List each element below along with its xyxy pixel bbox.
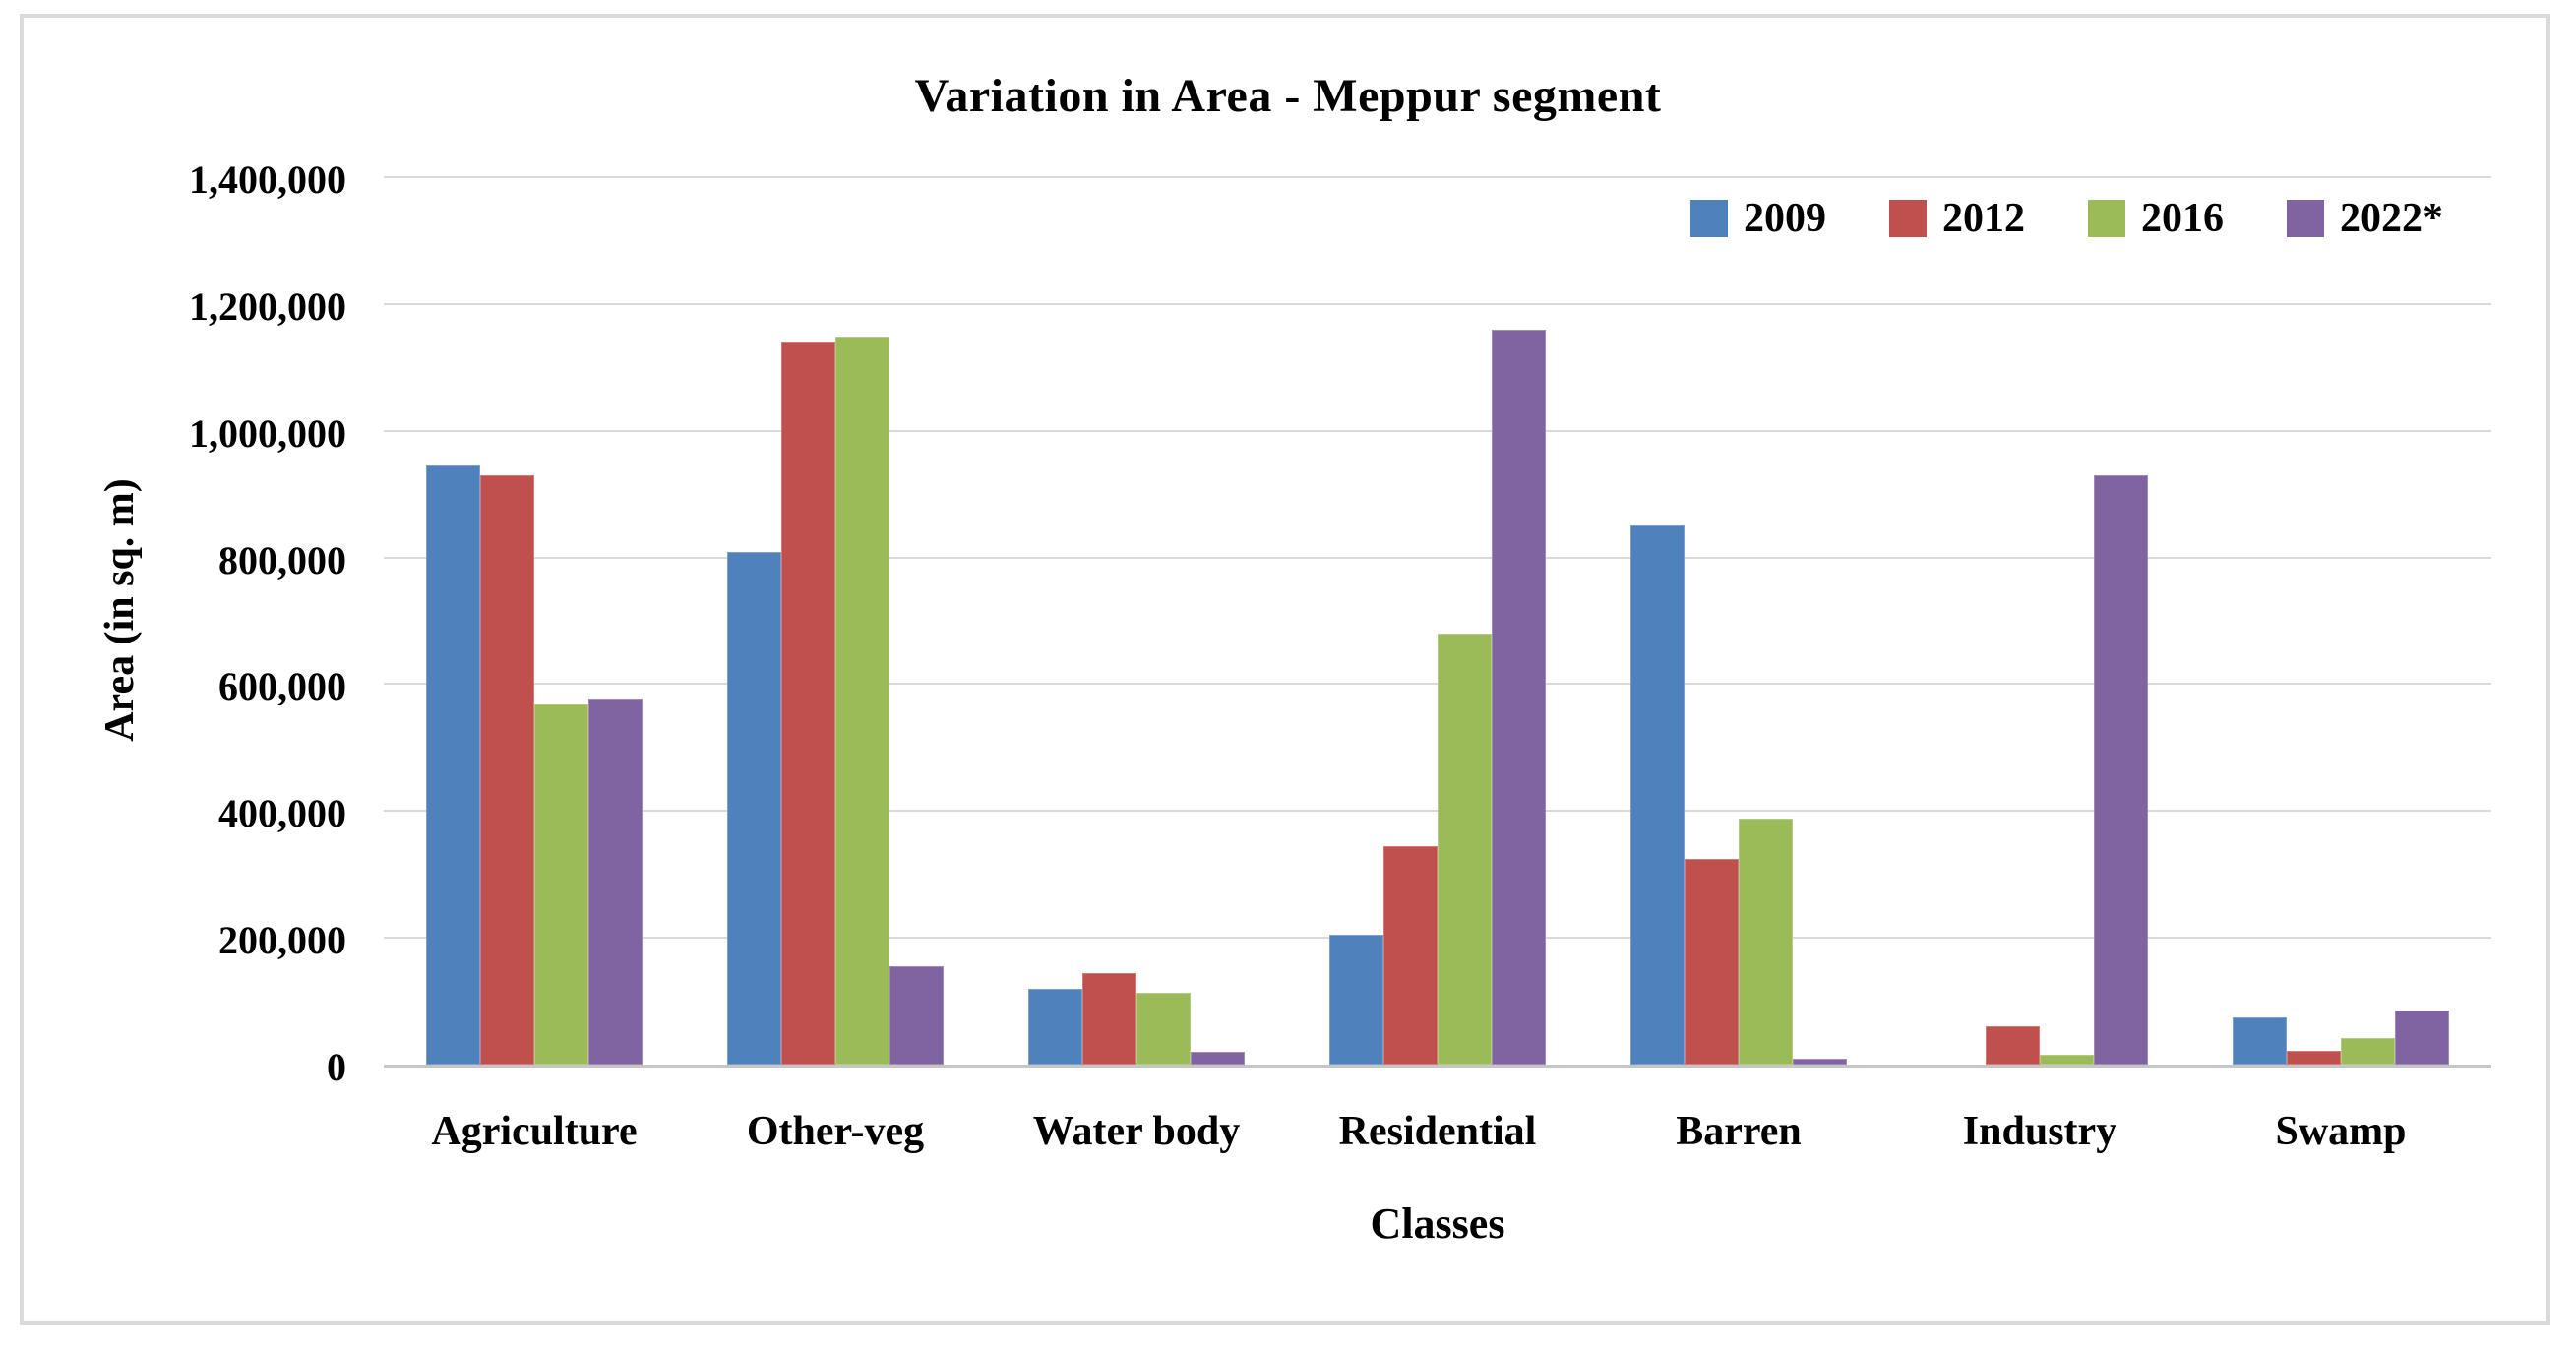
x-category-label-agriculture: Agriculture [431, 1109, 638, 1154]
bar-2016-agriculture [534, 704, 588, 1065]
legend-label: 2016 [2141, 196, 2224, 241]
legend-label: 2012 [1942, 196, 2025, 241]
bar-2009-residential [1329, 935, 1383, 1065]
bar-2009-other-veg [727, 552, 781, 1065]
y-tick-label: 400,000 [218, 791, 346, 836]
legend-label: 2022* [2340, 196, 2443, 241]
x-category-label-residential: Residential [1338, 1109, 1537, 1154]
x-category-label-swamp: Swamp [2275, 1109, 2407, 1154]
y-tick-label: 0 [327, 1045, 346, 1089]
bar-2022-swamp [2395, 1011, 2449, 1065]
bar-2022-agriculture [588, 699, 643, 1065]
bar-2022-water-body [1191, 1052, 1245, 1065]
gridline [384, 176, 2491, 178]
y-tick-labels: 0 200,000 400,000 600,000 800,000 1,000,000 1,… [0, 160, 346, 1087]
x-category-label-barren: Barren [1676, 1109, 1802, 1154]
bar-2012-industry [1986, 1026, 2040, 1065]
legend-item-2016: 2016 [2088, 195, 2224, 242]
bar-2016-swamp [2341, 1038, 2395, 1065]
legend: 2009 2012 2016 2022* [1690, 195, 2443, 242]
legend-swatch-icon [2287, 200, 2324, 237]
y-tick-label: 1,200,000 [189, 283, 346, 329]
bar-2009-water-body [1028, 989, 1082, 1065]
bar-2012-agriculture [480, 475, 534, 1065]
gridline [384, 429, 2491, 432]
x-axis-title: Classes [1370, 1199, 1505, 1248]
bar-2012-water-body [1082, 973, 1136, 1065]
bar-2012-swamp [2287, 1051, 2341, 1065]
legend-item-2022: 2022* [2287, 195, 2443, 242]
bar-2012-other-veg [781, 342, 835, 1065]
legend-item-2012: 2012 [1889, 195, 2025, 242]
y-tick-label: 800,000 [218, 537, 346, 582]
plot-area [384, 176, 2491, 1068]
bar-2009-barren [1630, 525, 1685, 1065]
legend-swatch-icon [1889, 200, 1927, 237]
gridline [384, 556, 2491, 559]
legend-swatch-icon [2088, 200, 2125, 237]
x-category-label-other-veg: Other-veg [746, 1109, 925, 1154]
y-tick-label: 1,400,000 [189, 157, 346, 202]
bar-2016-barren [1739, 819, 1793, 1065]
y-tick-label: 600,000 [218, 664, 346, 709]
bar-2016-other-veg [835, 337, 889, 1065]
gridline [384, 302, 2491, 305]
bar-2009-agriculture [426, 465, 480, 1065]
bar-2016-industry [2040, 1055, 2094, 1065]
y-tick-label: 200,000 [218, 918, 346, 963]
bar-2016-residential [1438, 634, 1492, 1065]
legend-label: 2009 [1744, 196, 1826, 241]
bar-2012-residential [1383, 846, 1438, 1065]
bar-2022-other-veg [889, 966, 944, 1065]
bar-2022-residential [1492, 330, 1546, 1065]
chart-title: Variation in Area - Meppur segment [914, 70, 1662, 122]
legend-swatch-icon [1690, 200, 1728, 237]
bar-2009-swamp [2233, 1017, 2287, 1065]
bar-2022-industry [2094, 475, 2148, 1065]
y-tick-label: 1,000,000 [189, 410, 346, 456]
legend-item-2009: 2009 [1690, 195, 1826, 242]
bar-2016-water-body [1136, 993, 1191, 1065]
x-category-label-industry: Industry [1962, 1109, 2117, 1154]
x-category-labels: Agriculture Other-veg Water body Residentia… [384, 1108, 2491, 1167]
x-category-label-water-body: Water body [1032, 1109, 1241, 1154]
bar-2012-barren [1685, 859, 1739, 1065]
bar-2022-barren [1793, 1059, 1847, 1065]
